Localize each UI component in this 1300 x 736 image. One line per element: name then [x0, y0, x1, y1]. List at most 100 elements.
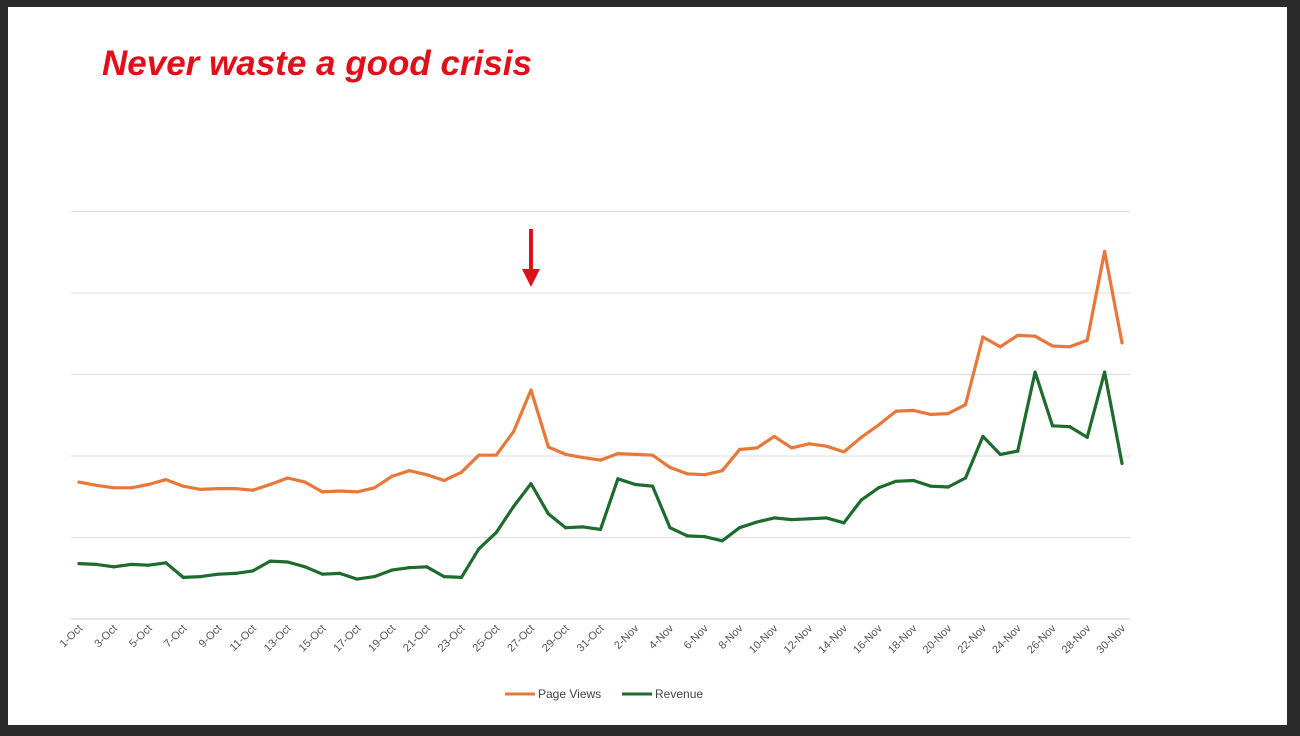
legend: Page Views Revenue [505, 687, 703, 701]
data-point-page-views [164, 478, 168, 482]
x-tick-label: 18-Nov [886, 622, 920, 656]
data-point-page-views [233, 487, 238, 491]
data-point-page-views [737, 447, 742, 452]
data-point-page-views [1050, 344, 1055, 348]
x-tick-label: 21-Oct [401, 623, 433, 655]
line-chart: Never waste a good crisis 1-Oct 3-Oct 5-Oc… [58, 44, 1130, 701]
data-point-page-views [616, 451, 620, 456]
x-tick-label: 6-Nov [682, 622, 712, 652]
data-point-revenue [963, 476, 968, 480]
x-tick-label: 15-Oct [297, 623, 329, 655]
data-point-revenue [1016, 449, 1020, 453]
data-point-revenue [442, 575, 446, 579]
x-tick-label: 7-Oct [162, 623, 190, 651]
x-tick-label: 25-Oct [470, 623, 502, 655]
data-point-revenue [268, 559, 272, 563]
data-point-page-views [877, 423, 881, 427]
data-point-page-views [146, 482, 151, 487]
data-point-revenue [216, 572, 220, 576]
data-point-revenue [1068, 425, 1072, 429]
x-tick-label: 4-Nov [647, 622, 677, 652]
data-point-page-views [425, 473, 429, 477]
data-point-revenue [477, 547, 481, 551]
data-point-page-views [1085, 338, 1089, 342]
data-point-revenue [598, 527, 603, 531]
data-point-revenue [494, 531, 498, 535]
data-point-page-views [1103, 249, 1107, 254]
data-point-page-views [963, 403, 968, 407]
data-point-page-views [216, 487, 220, 491]
data-point-page-views [894, 409, 898, 413]
data-point-revenue [1120, 461, 1124, 465]
data-point-page-views [824, 444, 829, 448]
data-point-revenue [564, 526, 568, 530]
data-point-page-views [94, 483, 98, 487]
data-point-revenue [929, 484, 933, 488]
data-point-revenue [164, 561, 168, 565]
data-point-page-views [459, 470, 464, 474]
data-point-page-views [181, 484, 185, 488]
data-point-revenue [911, 478, 916, 483]
data-point-page-views [338, 489, 342, 493]
data-point-page-views [511, 429, 516, 434]
x-tick-label: 12-Nov [782, 622, 816, 656]
data-point-page-views [442, 478, 446, 483]
x-tick-label: 30-Nov [1095, 622, 1129, 656]
data-point-revenue [1033, 370, 1037, 374]
x-tick-label: 24-Nov [990, 622, 1024, 656]
data-point-revenue [616, 477, 620, 481]
data-point-revenue [251, 569, 255, 573]
data-point-revenue [372, 575, 377, 579]
annotation-layer [521, 229, 540, 287]
x-tick-label: 9-Oct [197, 623, 225, 651]
data-point-page-views [633, 452, 637, 456]
data-point-revenue [286, 560, 290, 564]
data-point-page-views [668, 465, 672, 470]
slide: Never waste a good crisis 1-Oct 3-Oct 5-Oc… [8, 7, 1287, 725]
x-tick-label: 10-Nov [747, 622, 781, 656]
data-point-revenue [581, 525, 585, 529]
data-point-revenue [790, 517, 794, 522]
series-layer [77, 249, 1124, 581]
data-point-page-views [981, 335, 985, 339]
data-point-page-views [546, 445, 550, 449]
data-point-page-views [807, 442, 811, 446]
data-point-revenue [1050, 424, 1055, 428]
data-point-page-views [407, 469, 411, 473]
chart-title: Never waste a good crisis [102, 44, 532, 83]
legend-label-page-views: Page Views [538, 687, 601, 701]
data-point-page-views [112, 486, 116, 490]
data-point-page-views [772, 434, 776, 439]
data-point-revenue [946, 485, 950, 489]
data-point-revenue [877, 486, 881, 490]
data-point-page-views [390, 474, 394, 478]
data-point-revenue [772, 516, 776, 520]
data-point-revenue [112, 565, 116, 569]
data-point-page-views [199, 487, 203, 492]
data-point-revenue [425, 565, 429, 569]
data-point-page-views [129, 486, 133, 490]
data-point-page-views [286, 476, 290, 480]
x-tick-label: 5-Oct [127, 623, 155, 651]
data-point-revenue [146, 563, 151, 567]
data-point-revenue [703, 535, 707, 539]
data-point-page-views [564, 452, 568, 456]
data-point-page-views [598, 458, 603, 462]
data-point-page-views [911, 408, 916, 412]
data-point-revenue [685, 534, 690, 538]
data-point-revenue [859, 498, 863, 502]
x-tick-label: 13-Oct [262, 623, 294, 655]
data-point-page-views [946, 412, 950, 416]
data-point-revenue [320, 572, 324, 576]
x-tick-label: 26-Nov [1025, 622, 1059, 656]
data-point-revenue [737, 526, 742, 530]
data-point-page-views [1016, 333, 1020, 337]
gridlines [71, 211, 1130, 538]
data-point-revenue [94, 562, 98, 566]
data-point-revenue [390, 568, 394, 572]
x-tick-label: 23-Oct [436, 623, 468, 655]
data-point-revenue [651, 484, 655, 488]
x-tick-label: 17-Oct [331, 623, 363, 655]
data-point-revenue [720, 539, 724, 543]
data-point-page-views [998, 345, 1002, 349]
